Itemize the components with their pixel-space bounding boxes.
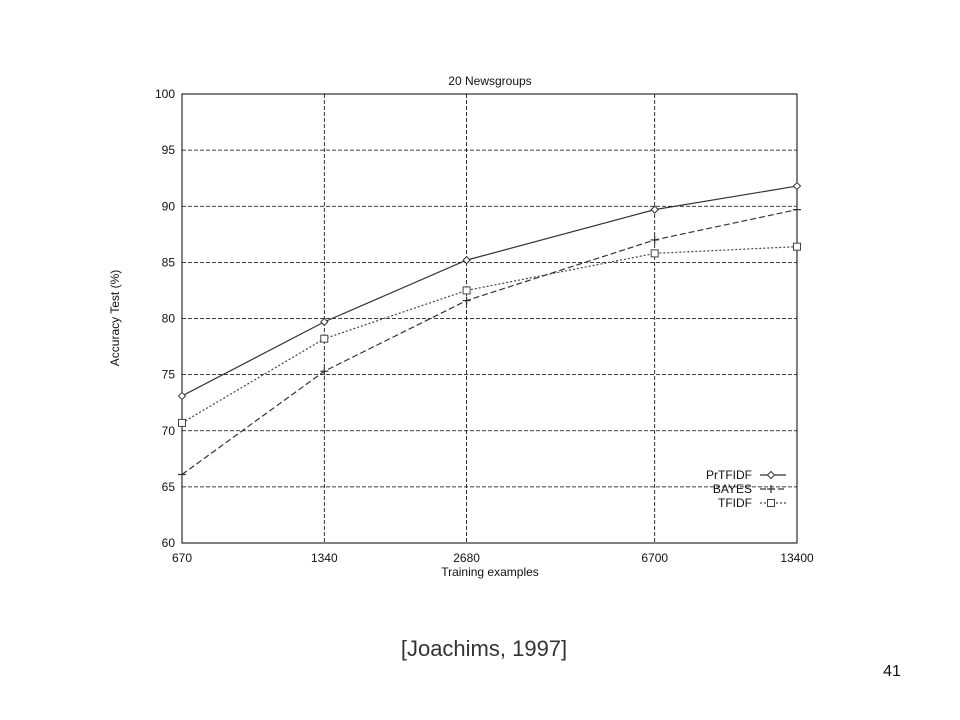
series-line-bayes xyxy=(181,209,798,476)
x-tick-label: 6700 xyxy=(641,551,668,565)
series-point-prtfidf xyxy=(177,391,187,401)
series-line-tfidf xyxy=(181,246,798,424)
legend-label-tfidf: TFIDF xyxy=(718,496,752,510)
y-tick-label: 85 xyxy=(162,255,176,269)
y-axis-label: Accuracy Test (%) xyxy=(108,270,122,366)
citation: [Joachims, 1997] xyxy=(400,636,568,661)
legend-marker-prtfidf xyxy=(766,470,776,480)
y-tick-label: 75 xyxy=(162,368,176,382)
x-tick-labels: 670 1340 2680 6700 13400 xyxy=(172,551,814,565)
y-tick-label: 60 xyxy=(162,536,176,550)
x-tick-label: 670 xyxy=(172,551,192,565)
y-tick-label: 65 xyxy=(162,480,176,494)
plot-frame xyxy=(181,93,798,544)
y-tick-label: 70 xyxy=(162,424,176,438)
chart-title: 20 Newsgroups xyxy=(448,74,531,88)
legend-marker-bayes xyxy=(767,485,775,493)
series-point-bayes xyxy=(462,296,471,305)
x-tick-label: 13400 xyxy=(780,551,814,565)
x-tick-label: 2680 xyxy=(453,551,480,565)
series-point-tfidf xyxy=(793,242,801,251)
y-tick-label: 80 xyxy=(162,312,176,326)
series-point-bayes xyxy=(178,470,186,479)
page-number: 41 xyxy=(883,663,901,680)
y-tick-label: 95 xyxy=(162,143,176,157)
series-point-bayes xyxy=(650,235,659,244)
series-point-tfidf xyxy=(462,286,471,295)
y-tick-label: 90 xyxy=(162,199,176,213)
x-axis-label: Training examples xyxy=(441,565,539,579)
y-tick-label: 100 xyxy=(155,87,175,101)
series-point-prtfidf xyxy=(320,317,329,327)
x-tick-label: 1340 xyxy=(311,551,338,565)
y-tick-labels: 60 65 70 75 80 85 90 95 100 xyxy=(155,87,175,550)
legend-label-prtfidf: PrTFIDF xyxy=(706,468,752,482)
legend-label-bayes: BAYES xyxy=(713,482,752,496)
series-point-tfidf xyxy=(650,249,659,258)
legend-marker-tfidf xyxy=(767,499,775,507)
series-point-bayes xyxy=(320,367,329,376)
series-point-tfidf xyxy=(320,334,329,343)
series-point-prtfidf xyxy=(462,255,471,265)
series-point-prtfidf xyxy=(650,205,659,214)
series-point-bayes xyxy=(793,205,801,214)
grid xyxy=(182,94,797,543)
series-line-prtfidf xyxy=(181,185,798,397)
series-point-tfidf xyxy=(178,418,186,427)
series xyxy=(177,181,802,479)
series-point-prtfidf xyxy=(792,181,802,191)
